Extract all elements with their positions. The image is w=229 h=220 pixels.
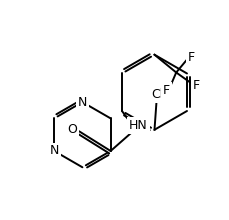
Text: Cl: Cl — [151, 88, 163, 101]
Text: N: N — [77, 96, 87, 109]
Text: F: F — [192, 79, 199, 92]
Text: F: F — [187, 51, 194, 64]
Text: F: F — [162, 84, 169, 97]
Text: N: N — [49, 145, 59, 158]
Text: HN: HN — [128, 119, 147, 132]
Text: O: O — [67, 123, 77, 136]
